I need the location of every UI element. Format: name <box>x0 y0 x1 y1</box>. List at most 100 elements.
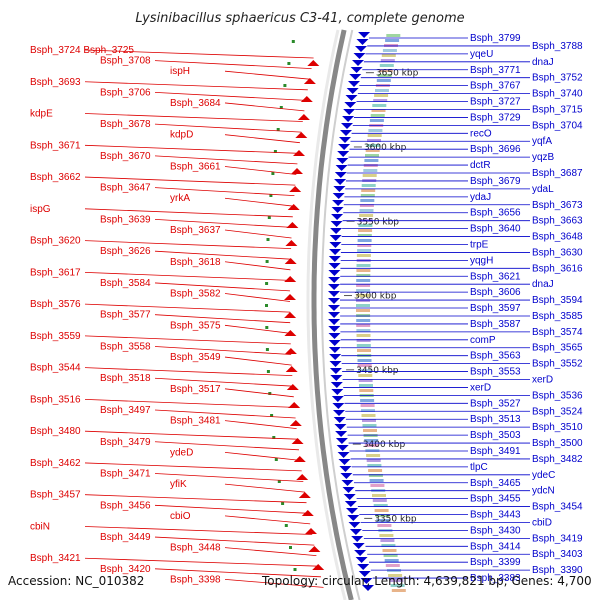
tick-label: 3450 kbp <box>356 366 399 376</box>
feature-dot <box>272 436 276 439</box>
cog-stripe <box>365 149 380 152</box>
tick-labels: 3650 kbp 3600 kbp 3550 kbp 3500 kbp 3450 kbp… <box>344 69 419 524</box>
feature-dot <box>269 194 273 197</box>
gene-label: Bsph_3678 <box>100 119 151 130</box>
gene-label: Bsph_3656 <box>470 208 521 219</box>
gene-arrow <box>331 389 344 395</box>
gene-arrow <box>329 235 342 241</box>
gene-label: Bsph_3503 <box>470 430 521 441</box>
gene-arrow <box>340 130 352 136</box>
gene-label: ydaL <box>532 184 554 195</box>
gene-arrow <box>358 32 371 38</box>
cog-stripe <box>380 539 395 542</box>
gene-arrow <box>346 508 358 514</box>
gene-label: Bsph_3661 <box>170 161 221 172</box>
label-leader <box>154 282 291 292</box>
gene-arrow <box>284 348 297 354</box>
label-leader <box>84 526 313 535</box>
cog-stripe <box>373 99 388 102</box>
gene-arrow <box>291 438 304 444</box>
gene-label: cbiD <box>532 517 552 528</box>
cog-stripe <box>381 544 396 547</box>
gene-label: Bsph_3482 <box>532 454 583 465</box>
feature-dot <box>273 150 277 153</box>
gene-arrow <box>332 193 345 199</box>
gene-arrow <box>328 263 341 269</box>
gene-arrow <box>348 81 360 87</box>
cog-stripe <box>356 254 371 257</box>
cog-stripe <box>360 399 375 402</box>
gene-label: Bsph_3727 <box>470 97 521 108</box>
gene-label: Bsph_3399 <box>470 557 521 568</box>
gene-arrow <box>354 550 367 556</box>
gene-label: Bsph_3421 <box>30 553 81 564</box>
cog-stripe <box>356 294 370 297</box>
gene-arrow <box>331 396 344 402</box>
cog-stripe <box>368 469 383 472</box>
gene-label: Bsph_3383 <box>470 573 521 584</box>
cog-stripe <box>356 344 371 347</box>
gene-label: ispH <box>170 66 190 77</box>
cog-stripe <box>384 559 399 562</box>
gene-label: Bsph_3479 <box>100 437 151 448</box>
gene-arrow <box>328 277 341 283</box>
cog-stripe <box>370 484 385 487</box>
gene-label: ydaJ <box>470 192 491 203</box>
gene-label: kdpE <box>30 109 53 120</box>
label-leader <box>224 451 301 461</box>
gene-label: Bsph_3390 <box>532 565 583 576</box>
cog-stripe <box>358 379 373 382</box>
gene-label: Bsph_3549 <box>170 352 221 363</box>
cog-stripe <box>361 409 375 412</box>
gene-arrow <box>305 528 317 534</box>
gene-label: Bsph_3455 <box>470 494 521 505</box>
cog-stripe <box>357 249 372 252</box>
label-leader <box>154 409 296 419</box>
gene-arrow <box>330 382 343 388</box>
cog-stripe <box>358 369 372 372</box>
label-leader <box>154 568 322 578</box>
cog-stripe <box>363 164 378 167</box>
cog-stripe <box>361 189 376 192</box>
gene-arrow <box>285 240 298 246</box>
gene-label: dnaJ <box>532 279 554 290</box>
label-leader <box>84 557 319 567</box>
gene-arrow <box>337 452 350 458</box>
gene-arrow <box>334 424 347 430</box>
gene-label: Bsph_3662 <box>30 172 81 183</box>
cog-stripe <box>376 79 391 82</box>
gene-arrow <box>308 546 321 552</box>
gene-arrow <box>303 78 316 84</box>
cog-stripe <box>377 74 392 77</box>
gene-label: Bsph_3430 <box>470 525 521 536</box>
cog-stripe <box>373 504 388 507</box>
gene-arrow <box>335 438 348 444</box>
label-leader <box>154 314 291 324</box>
gene-label: Bsph_3552 <box>532 359 583 370</box>
gene-label: Bsph_3767 <box>470 81 521 92</box>
tick-label: 3600 kbp <box>364 143 407 153</box>
gene-arrow <box>353 53 366 59</box>
cog-stripe <box>359 384 373 387</box>
gene-arrow <box>329 368 342 374</box>
label-leader <box>84 494 307 504</box>
gene-arrow <box>343 109 356 115</box>
label-leader <box>84 208 293 218</box>
label-leader <box>84 49 314 59</box>
gene-label: Bsph_3481 <box>170 416 221 427</box>
feature-dot <box>281 502 285 505</box>
genome-backbone <box>265 29 406 600</box>
gene-label: Bsph_3559 <box>30 331 81 342</box>
feature-dot <box>270 414 274 417</box>
gene-arrow <box>298 492 311 498</box>
cog-stripe <box>369 119 384 122</box>
gene-arrow <box>352 60 364 66</box>
gene-label: Bsph_3752 <box>532 73 583 84</box>
label-leader <box>224 388 294 398</box>
gene-arrow <box>307 60 320 66</box>
gene-arrow <box>284 276 297 282</box>
cog-stripe <box>376 519 391 522</box>
gene-label: Bsph_3788 <box>532 41 583 52</box>
label-leader <box>154 536 315 546</box>
cog-stripe <box>356 269 371 272</box>
